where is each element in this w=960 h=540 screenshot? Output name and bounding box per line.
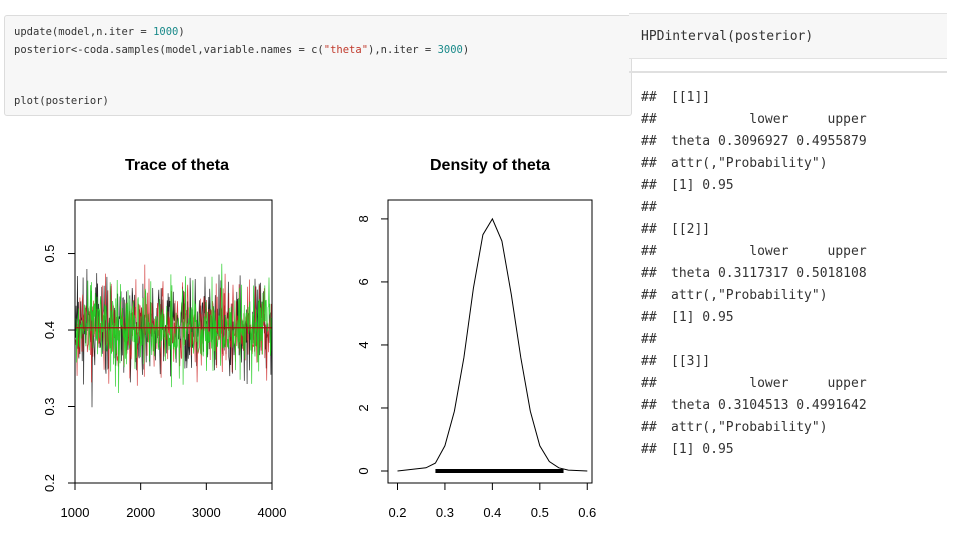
density-x-tick-label: 0.6 [578, 505, 596, 520]
output-line: ## [641, 329, 941, 351]
trace-series-line [75, 263, 272, 394]
density-axes: 0.2 0.3 0.4 0.5 0.6 0 2 4 6 8 [356, 215, 596, 520]
output-line: ## lower upper [641, 373, 941, 395]
trace-lines [75, 263, 272, 408]
output-text: attr(,"Probability") [671, 156, 828, 171]
output-line: ## theta 0.3096927 0.4955879 [641, 131, 941, 153]
output-text: [1] 0.95 [671, 178, 734, 193]
density-y-tick-label: 4 [356, 341, 371, 348]
output-line: ## [1] 0.95 [641, 439, 941, 461]
output-line: ## attr(,"Probability") [641, 285, 941, 307]
output-hash: ## [641, 376, 657, 391]
trace-x-tick-label: 1000 [61, 505, 90, 520]
density-plot-box [387, 199, 593, 484]
hpd-code-text: HPDinterval(posterior) [641, 29, 814, 44]
output-line: ## attr(,"Probability") [641, 153, 941, 175]
code-line-update: update(model,n.iter = 1000) [14, 26, 185, 38]
trace-y-tick-label: 0.3 [42, 397, 57, 415]
output-hash: ## [641, 244, 657, 259]
trace-x-tick-label: 2000 [126, 505, 155, 520]
output-line: ## lower upper [641, 109, 941, 131]
output-hash: ## [641, 420, 657, 435]
output-hash: ## [641, 222, 657, 237]
output-line: ## theta 0.3117317 0.5018108 [641, 263, 941, 285]
trace-y-tick-label: 0.2 [42, 474, 57, 492]
output-text: [[3]] [671, 354, 711, 369]
density-y-tick-label: 0 [356, 467, 371, 474]
output-text: [1] 0.95 [671, 442, 734, 457]
output-line: ## [[2]] [641, 219, 941, 241]
density-y-tick-label: 2 [356, 404, 371, 411]
output-text: lower upper [671, 244, 867, 259]
hpd-code-cell[interactable]: HPDinterval(posterior) [629, 13, 947, 59]
density-y-tick-label: 8 [356, 215, 371, 222]
output-hash: ## [641, 332, 657, 347]
cell-divider [629, 71, 947, 73]
output-line: ## lower upper [641, 241, 941, 263]
output-hash: ## [641, 178, 657, 193]
output-text: theta 0.3117317 0.5018108 [671, 266, 867, 281]
output-line: ## [1] 0.95 [641, 175, 941, 197]
hpd-output: ## [[1]] ## lower upper ## theta 0.3096927 0… [641, 87, 941, 461]
output-text: theta 0.3104513 0.4991642 [671, 398, 867, 413]
output-text: attr(,"Probability") [671, 420, 828, 435]
code-cell[interactable]: update(model,n.iter = 1000) posterior<-c… [4, 15, 632, 116]
output-hash: ## [641, 90, 657, 105]
output-text: lower upper [671, 376, 867, 391]
density-x-tick-label: 0.5 [531, 505, 549, 520]
output-hash: ## [641, 200, 657, 215]
output-line: ## [1] 0.95 [641, 307, 941, 329]
density-plot-title: Density of theta [430, 157, 550, 174]
output-text: attr(,"Probability") [671, 288, 828, 303]
code-line-plot: plot(posterior) [14, 95, 109, 107]
output-hash: ## [641, 354, 657, 369]
output-hash: ## [641, 398, 657, 413]
density-x-tick-label: 0.2 [388, 505, 406, 520]
output-hash: ## [641, 134, 657, 149]
output-text: [[1]] [671, 90, 711, 105]
trace-plot-title: Trace of theta [125, 157, 229, 174]
output-text: lower upper [671, 112, 867, 127]
output-text: [1] 0.95 [671, 310, 734, 325]
output-hash: ## [641, 266, 657, 281]
density-x-tick-label: 0.3 [436, 505, 454, 520]
code-line-coda-samples: posterior<-coda.samples(model,variable.n… [14, 44, 470, 56]
trace-plot-box [74, 199, 273, 484]
output-hash: ## [641, 112, 657, 127]
output-hash: ## [641, 310, 657, 325]
trace-x-tick-label: 4000 [258, 505, 287, 520]
output-hash: ## [641, 442, 657, 457]
trace-y-tick-label: 0.5 [42, 245, 57, 263]
density-x-tick-label: 0.4 [483, 505, 501, 520]
trace-plot: Trace of theta 1000 2000 3000 4000 0.2 0.3 0.4… [42, 157, 286, 520]
output-text: theta 0.3096927 0.4955879 [671, 134, 867, 149]
output-line: ## [[1]] [641, 87, 941, 109]
trace-y-tick-label: 0.4 [42, 321, 57, 339]
output-hash: ## [641, 288, 657, 303]
output-line: ## attr(,"Probability") [641, 417, 941, 439]
output-hash: ## [641, 156, 657, 171]
output-line: ## [641, 197, 941, 219]
output-line: ## [[3]] [641, 351, 941, 373]
output-text: [[2]] [671, 222, 711, 237]
density-curve [397, 217, 588, 472]
density-y-tick-label: 6 [356, 278, 371, 285]
density-plot: Density of theta 0.2 0.3 0.4 0.5 0.6 0 2 4 6 8 [356, 157, 596, 520]
trace-x-tick-label: 3000 [192, 505, 221, 520]
trace-axes: 1000 2000 3000 4000 0.2 0.3 0.4 0.5 [42, 245, 286, 520]
output-line: ## theta 0.3104513 0.4991642 [641, 395, 941, 417]
